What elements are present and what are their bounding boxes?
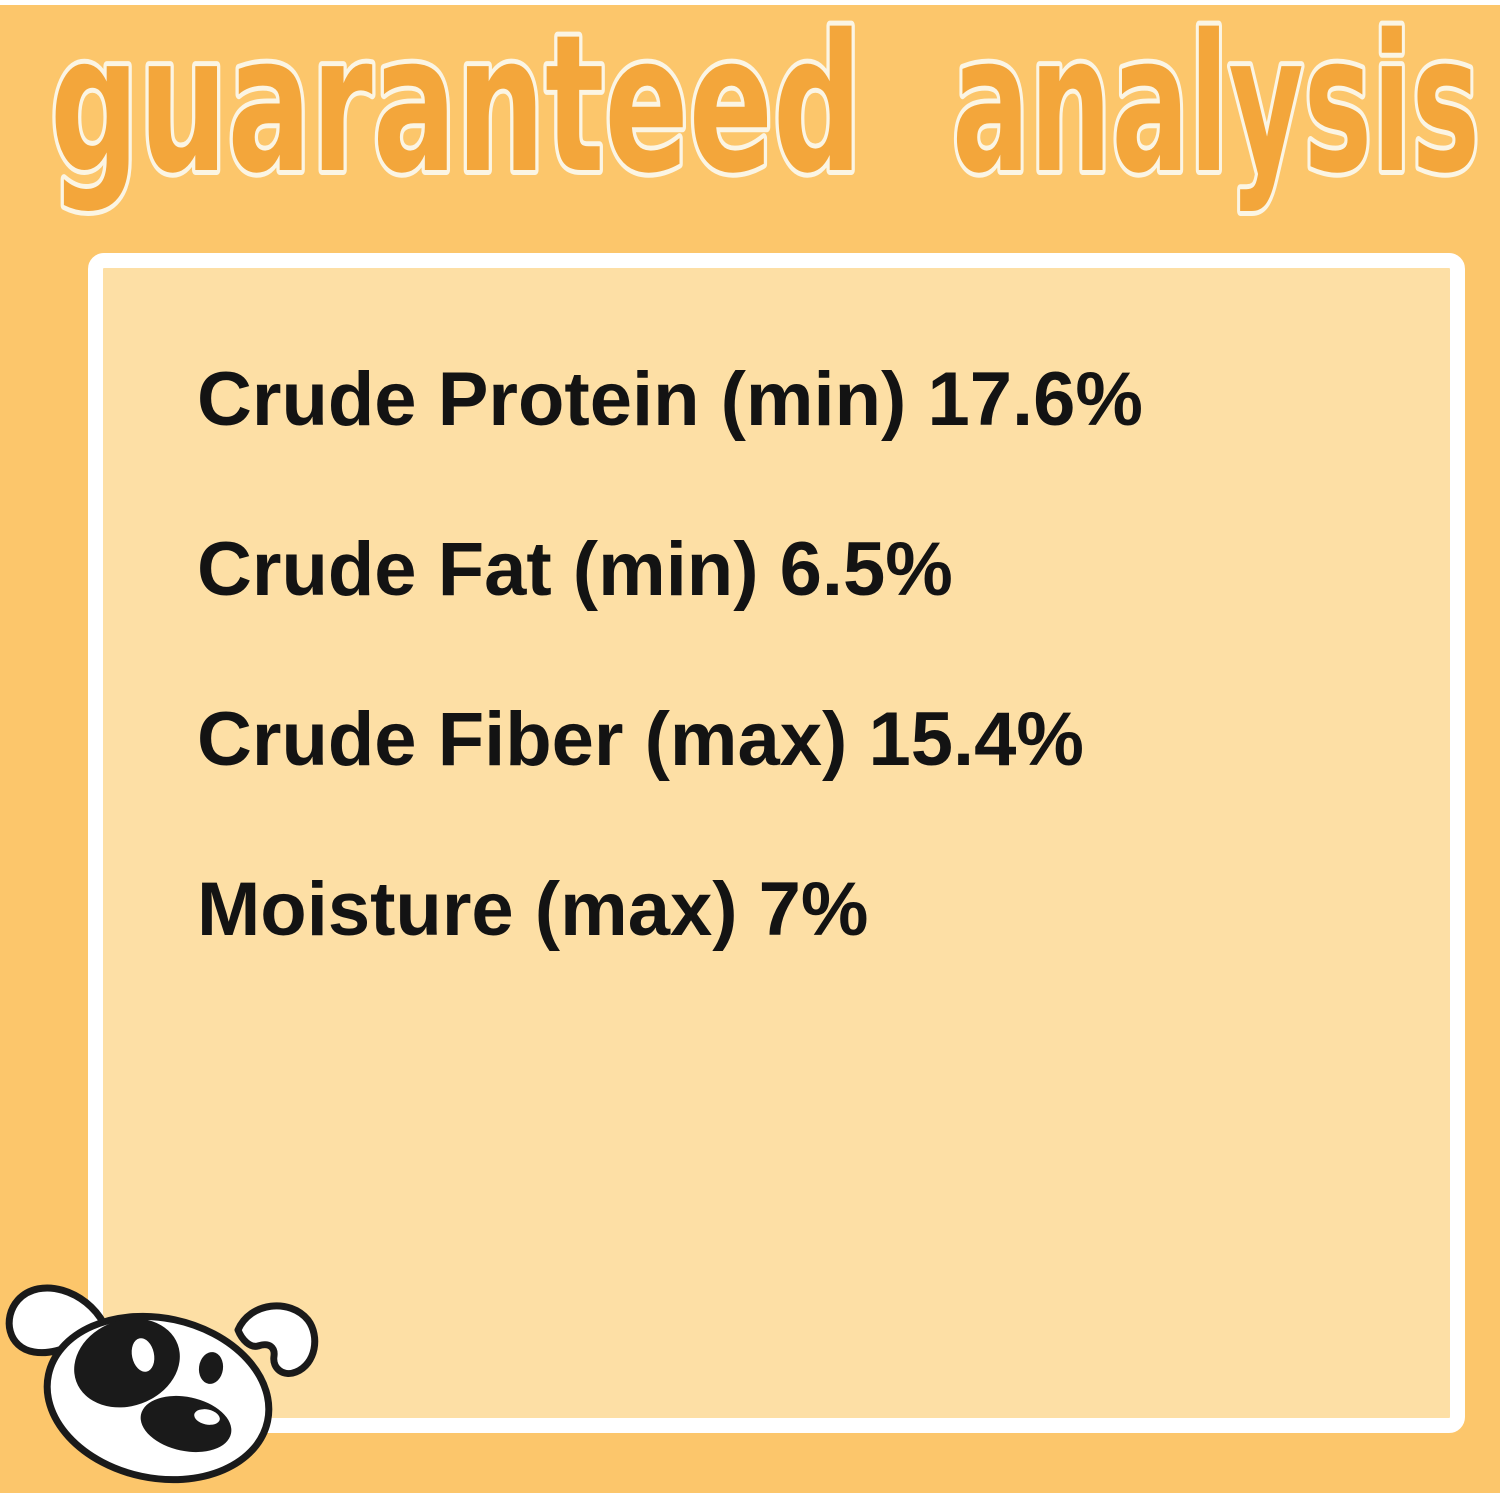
title-word-analysis: analysis bbox=[952, 5, 1480, 215]
title-word-guaranteed: guaranteed bbox=[50, 5, 862, 215]
dog-eye-patch bbox=[74, 1318, 180, 1408]
analysis-row-crude-fat: Crude Fat (min) 6.5% bbox=[197, 527, 953, 612]
analysis-panel: Crude Protein (min) 17.6% Crude Fat (min… bbox=[88, 253, 1465, 1433]
dog-right-ear bbox=[234, 1302, 319, 1377]
analysis-row-moisture: Moisture (max) 7% bbox=[197, 867, 869, 952]
analysis-row-crude-fiber: Crude Fiber (max) 15.4% bbox=[197, 697, 1084, 782]
guaranteed-analysis-graphic: guaranteed analysis Crude Protein (min) … bbox=[0, 5, 1500, 1493]
page-title: guaranteed analysis bbox=[45, 5, 1485, 220]
dog-face-icon bbox=[5, 1284, 319, 1484]
dog-right-eye bbox=[198, 1352, 224, 1384]
analysis-row-crude-protein: Crude Protein (min) 17.6% bbox=[197, 357, 1143, 442]
dog-left-eye bbox=[131, 1338, 155, 1372]
dog-nose-highlight bbox=[194, 1409, 220, 1425]
